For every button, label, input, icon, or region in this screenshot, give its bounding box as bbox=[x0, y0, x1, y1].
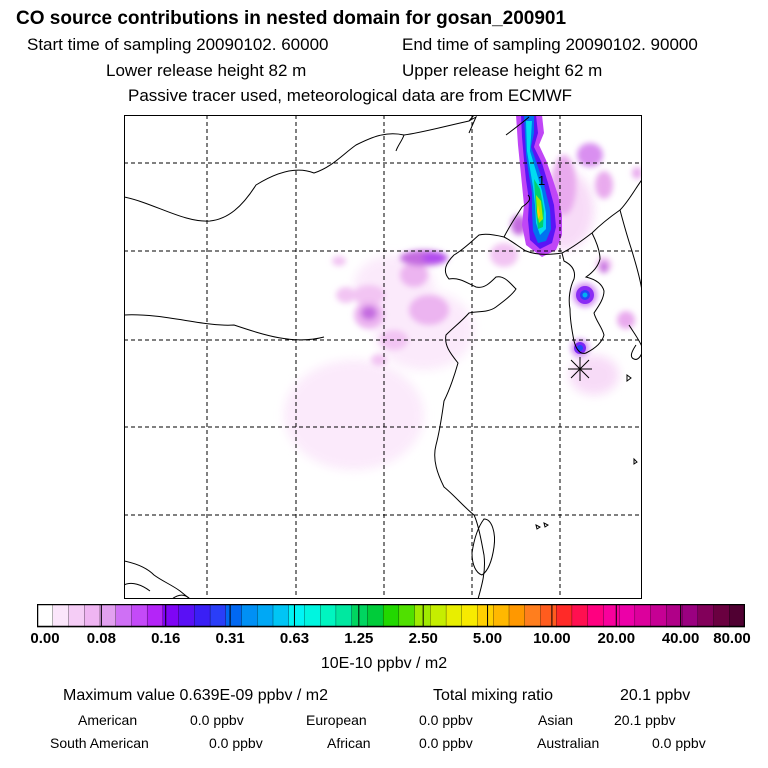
colorbar-cell bbox=[209, 604, 227, 628]
colorbar-tick-label: 1.25 bbox=[344, 630, 374, 647]
colorbar-cell bbox=[52, 604, 70, 628]
colorbar-cell bbox=[115, 604, 132, 628]
asterisk-icon bbox=[568, 357, 592, 381]
plume-marker-label: 1 bbox=[538, 173, 545, 188]
colorbar-tick-label: 10.00 bbox=[533, 630, 571, 647]
colorbar-cell bbox=[194, 604, 211, 628]
colorbar-tick-label: 20.00 bbox=[597, 630, 636, 647]
colorbar-tick-label: 0.31 bbox=[215, 630, 245, 647]
colorbar-tick-label: 40.00 bbox=[661, 630, 700, 647]
colorbar-units: 10E-10 ppbv / m2 bbox=[320, 655, 448, 672]
colorbar-tick-label: 0.08 bbox=[86, 630, 116, 647]
colorbar-cell bbox=[571, 604, 589, 628]
colorbar-cell bbox=[713, 604, 730, 628]
graticule bbox=[124, 115, 642, 599]
region-name: Asian bbox=[538, 712, 574, 728]
colorbar-cell bbox=[477, 604, 494, 628]
region-name: European bbox=[306, 712, 367, 728]
colorbar-tick-label: 5.00 bbox=[472, 630, 503, 647]
colorbar-cell bbox=[508, 604, 526, 628]
colorbar-cell bbox=[257, 604, 274, 628]
map-panel: 1 bbox=[124, 115, 642, 599]
max-value-label: Maximum value 0.639E-09 ppbv / m2 bbox=[63, 687, 329, 704]
colorbar-cell bbox=[272, 604, 290, 628]
colorbar-cell bbox=[540, 604, 557, 628]
colorbar-cell bbox=[445, 604, 463, 628]
region-name: African bbox=[327, 735, 371, 751]
region-name: American bbox=[78, 712, 138, 728]
colorbar-cell bbox=[99, 604, 117, 628]
region-value: 0.0 ppbv bbox=[419, 735, 473, 751]
region-value: 0.0 ppbv bbox=[209, 735, 263, 751]
colorbar-cell bbox=[335, 604, 353, 628]
colorbar-cell bbox=[131, 604, 148, 628]
colorbar-cell bbox=[587, 604, 604, 628]
start-time-label: Start time of sampling 20090102. 60000 bbox=[27, 35, 329, 54]
colorbar-cell bbox=[414, 604, 431, 628]
region-value: 0.0 ppbv bbox=[419, 712, 473, 728]
colorbar-tick-label: 80.00 bbox=[713, 630, 751, 647]
upper-release-label: Upper release height 62 m bbox=[402, 61, 603, 80]
total-mixing-value: 20.1 ppbv bbox=[620, 687, 691, 704]
plot-title: CO source contributions in nested domain… bbox=[16, 8, 567, 29]
colorbar-tick-label: 0.63 bbox=[279, 630, 310, 647]
tracer-note: Passive tracer used, meteorological data… bbox=[128, 86, 573, 105]
colorbar bbox=[37, 604, 745, 628]
concentration-field bbox=[284, 115, 642, 470]
colorbar-cell bbox=[68, 604, 85, 628]
region-value: 0.0 ppbv bbox=[190, 712, 244, 728]
colorbar-cell bbox=[288, 604, 306, 628]
colorbar-cell bbox=[84, 604, 101, 628]
colorbar-cell bbox=[146, 604, 164, 628]
colorbar-cell bbox=[398, 604, 416, 628]
colorbar-cell bbox=[650, 604, 667, 628]
colorbar-cell bbox=[681, 604, 699, 628]
end-time-label: End time of sampling 20090102. 90000 bbox=[402, 35, 698, 54]
colorbar-cell bbox=[367, 604, 384, 628]
colorbar-cell bbox=[524, 604, 542, 628]
colorbar-cell bbox=[618, 604, 636, 628]
colorbar-cell bbox=[729, 604, 745, 628]
region-value: 20.1 ppbv bbox=[614, 712, 676, 728]
colorbar-tick-label: 2.50 bbox=[408, 630, 438, 647]
colorbar-cell bbox=[556, 604, 573, 628]
colorbar-cell bbox=[320, 604, 337, 628]
colorbar-cell bbox=[697, 604, 715, 628]
lower-release-label: Lower release height 82 m bbox=[106, 61, 307, 80]
colorbar-cell bbox=[634, 604, 652, 628]
colorbar-cell bbox=[351, 604, 368, 628]
colorbar-cell bbox=[493, 604, 510, 628]
map-frame bbox=[124, 115, 642, 599]
colorbar-cell bbox=[178, 604, 195, 628]
colorbar-tick-label: 0.16 bbox=[151, 630, 181, 647]
colorbar-cell bbox=[304, 604, 321, 628]
colorbar-cell bbox=[241, 604, 258, 628]
region-value: 0.0 ppbv bbox=[652, 735, 706, 751]
colorbar-cell bbox=[382, 604, 400, 628]
colorbar-cell bbox=[461, 604, 479, 628]
region-name: Australian bbox=[537, 735, 600, 751]
colorbar-cell bbox=[225, 604, 243, 628]
colorbar-cell bbox=[37, 604, 54, 628]
colorbar-cell bbox=[666, 604, 683, 628]
colorbar-cell bbox=[430, 604, 447, 628]
colorbar-cell bbox=[603, 604, 620, 628]
colorbar-tick-label: 0.00 bbox=[30, 630, 60, 647]
region-name: South American bbox=[50, 735, 149, 751]
total-mixing-label: Total mixing ratio bbox=[433, 687, 554, 704]
